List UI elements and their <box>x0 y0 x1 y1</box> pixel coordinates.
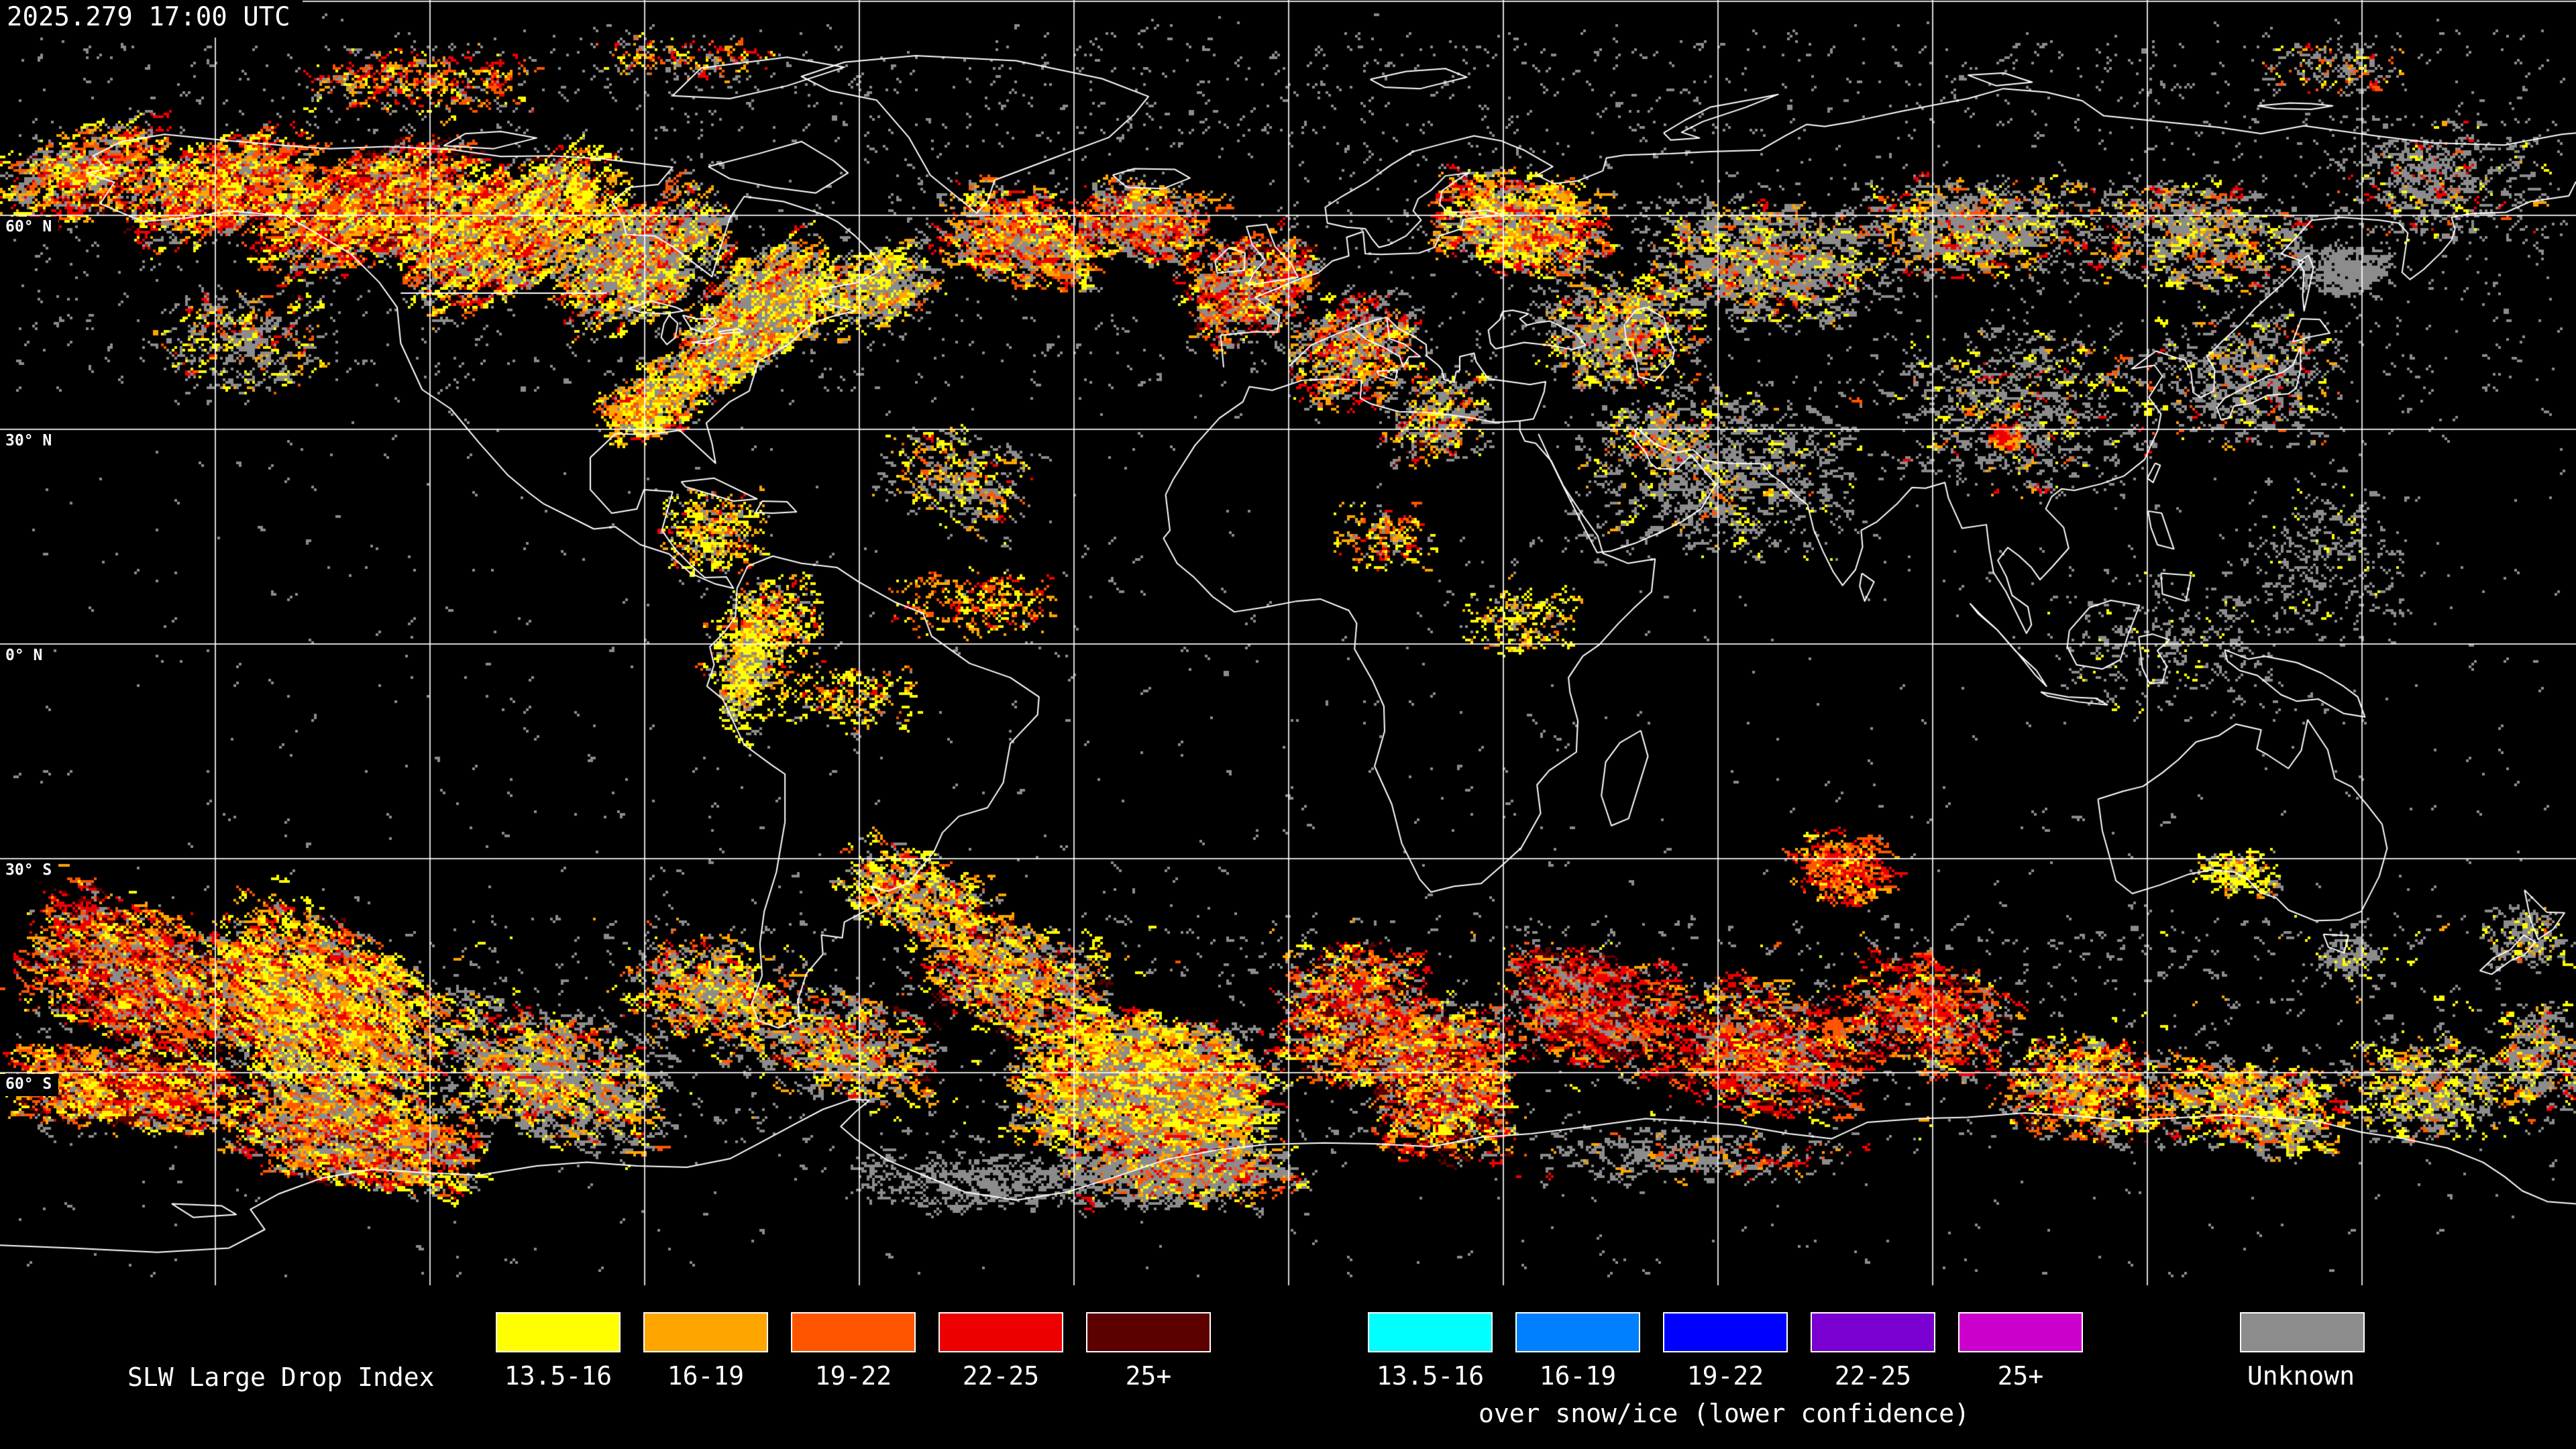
legend-swatch <box>1086 1312 1211 1352</box>
legend-bin-label: 25+ <box>1125 1361 1172 1391</box>
legend-swatch <box>938 1312 1063 1352</box>
legend-title: SLW Large Drop Index <box>127 1362 435 1392</box>
legend-bin-label: 22-25 <box>962 1361 1040 1391</box>
legend-snow-note: over snow/ice (lower confidence) <box>1478 1399 1970 1428</box>
legend-swatch <box>496 1312 621 1352</box>
legend-bin-label: 13.5-16 <box>504 1361 612 1391</box>
legend-bin-label: 16-19 <box>667 1361 745 1391</box>
legend-snow-bin-label: 13.5-16 <box>1376 1361 1485 1391</box>
legend-snow-swatch <box>1663 1312 1788 1352</box>
legend-unknown-label: Unknown <box>2247 1361 2355 1391</box>
legend-unknown-swatch <box>2240 1312 2365 1352</box>
legend-snow-swatch <box>1368 1312 1493 1352</box>
legend-snow-bin-label: 19-22 <box>1686 1361 1764 1391</box>
legend: SLW Large Drop Index 13.5-16 16-19 19-22 22… <box>0 1287 2576 1449</box>
timestamp-label: 2025.279 17:00 UTC <box>0 0 303 38</box>
legend-bin-label: 19-22 <box>814 1361 892 1391</box>
latitude-label: 30° S <box>0 860 59 882</box>
legend-snow-swatch <box>1958 1312 2083 1352</box>
latitude-label: 60° N <box>0 217 59 239</box>
legend-snow-bin-label: 22-25 <box>1834 1361 1912 1391</box>
legend-snow-bin-label: 25+ <box>1997 1361 2044 1391</box>
legend-snow-swatch <box>1515 1312 1640 1352</box>
legend-swatch <box>643 1312 768 1352</box>
latitude-label: 0° N <box>0 645 50 667</box>
legend-swatch <box>791 1312 916 1352</box>
latitude-label: 60° S <box>0 1074 59 1096</box>
world-map-canvas <box>0 0 2576 1287</box>
latitude-label: 30° N <box>0 431 59 453</box>
legend-snow-bin-label: 16-19 <box>1539 1361 1617 1391</box>
legend-snow-swatch <box>1811 1312 1935 1352</box>
